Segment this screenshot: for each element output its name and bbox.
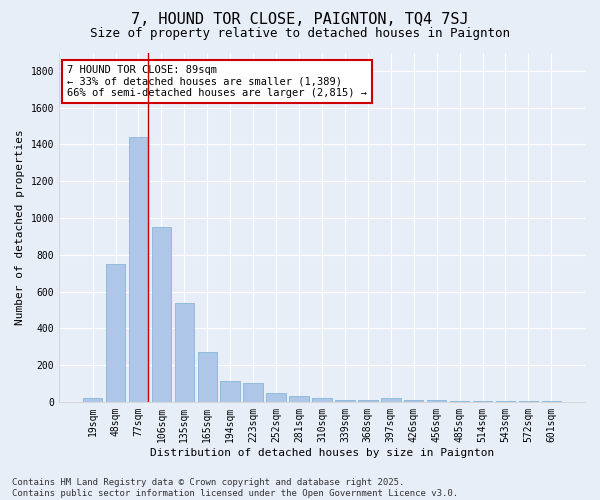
Text: 7 HOUND TOR CLOSE: 89sqm
← 33% of detached houses are smaller (1,389)
66% of sem: 7 HOUND TOR CLOSE: 89sqm ← 33% of detach… bbox=[67, 64, 367, 98]
Bar bbox=[518, 401, 538, 402]
Bar bbox=[358, 400, 377, 402]
X-axis label: Distribution of detached houses by size in Paignton: Distribution of detached houses by size … bbox=[150, 448, 494, 458]
Bar bbox=[175, 304, 194, 402]
Bar bbox=[129, 137, 148, 402]
Bar bbox=[220, 380, 240, 402]
Bar bbox=[381, 398, 401, 402]
Bar bbox=[312, 398, 332, 402]
Bar bbox=[450, 401, 469, 402]
Bar bbox=[83, 398, 103, 402]
Bar bbox=[244, 384, 263, 402]
Y-axis label: Number of detached properties: Number of detached properties bbox=[15, 130, 25, 325]
Bar bbox=[106, 264, 125, 402]
Text: 7, HOUND TOR CLOSE, PAIGNTON, TQ4 7SJ: 7, HOUND TOR CLOSE, PAIGNTON, TQ4 7SJ bbox=[131, 12, 469, 28]
Bar bbox=[427, 400, 446, 402]
Bar bbox=[473, 401, 492, 402]
Bar bbox=[266, 392, 286, 402]
Bar bbox=[496, 401, 515, 402]
Bar bbox=[404, 400, 424, 402]
Bar bbox=[152, 227, 171, 402]
Bar bbox=[197, 352, 217, 402]
Bar bbox=[289, 396, 309, 402]
Bar bbox=[335, 400, 355, 402]
Bar bbox=[542, 401, 561, 402]
Text: Contains HM Land Registry data © Crown copyright and database right 2025.
Contai: Contains HM Land Registry data © Crown c… bbox=[12, 478, 458, 498]
Text: Size of property relative to detached houses in Paignton: Size of property relative to detached ho… bbox=[90, 28, 510, 40]
